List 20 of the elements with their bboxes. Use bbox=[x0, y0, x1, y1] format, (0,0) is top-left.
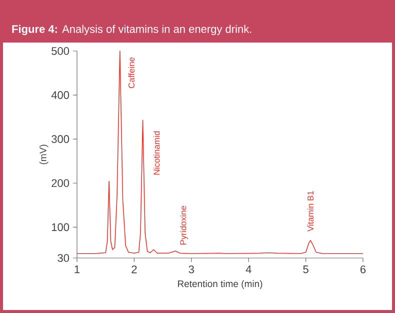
x-axis-title: Retention time (min) bbox=[178, 280, 262, 289]
x-tick-label: 2 bbox=[132, 266, 137, 274]
annotation: Caffeine bbox=[128, 57, 134, 88]
y-tick-label: 500 bbox=[52, 47, 70, 55]
y-tick-label: 200 bbox=[52, 179, 70, 188]
x-tick-label: 1 bbox=[74, 266, 80, 274]
y-tick-label: 300 bbox=[52, 135, 70, 143]
annotation: Nicotinamid bbox=[153, 131, 160, 175]
y-tick-label: 100 bbox=[52, 223, 70, 232]
x-tick-label: 5 bbox=[303, 266, 308, 274]
x-tick-label: 6 bbox=[360, 266, 366, 274]
x-tick-label: 4 bbox=[246, 266, 252, 274]
x-tick-label: 3 bbox=[188, 266, 194, 274]
line-series bbox=[76, 50, 364, 254]
y-tick-label: 30 bbox=[58, 254, 70, 262]
annotation: Pyridoxine bbox=[180, 206, 188, 245]
chart-title: Figure 4: Analysis of vitamins in an energy drink. bbox=[12, 24, 252, 36]
y-tick-label: 400 bbox=[51, 91, 70, 99]
annotation: Vitamin B1 bbox=[307, 191, 314, 232]
y-axis-title: (mV) bbox=[39, 144, 48, 164]
